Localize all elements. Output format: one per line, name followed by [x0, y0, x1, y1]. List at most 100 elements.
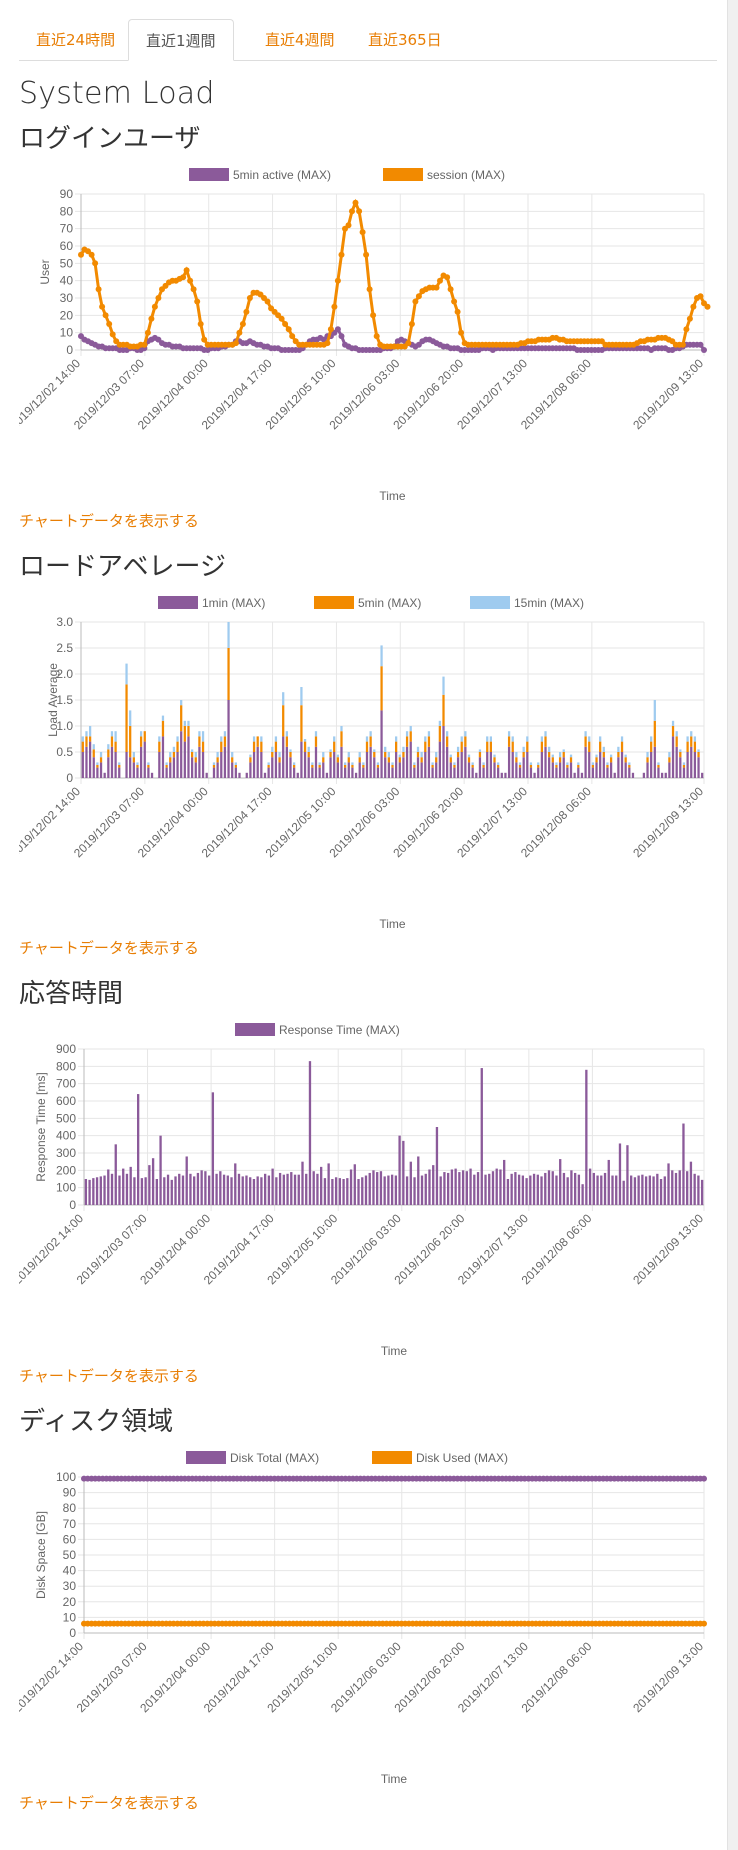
bar-1min-max	[322, 762, 325, 778]
bar-15min-max	[555, 762, 558, 765]
legend-label-disk-used-max: Disk Used (MAX)	[416, 1451, 508, 1465]
y-axis-title: Load Average	[46, 663, 60, 737]
bar-15min-max	[107, 744, 110, 750]
legend-swatch-disk-used-max	[372, 1451, 412, 1464]
bar-15min-max	[599, 736, 602, 742]
y-tick-label: 900	[56, 1042, 76, 1056]
bar-15min-max	[187, 720, 190, 726]
bar-1min-max	[431, 767, 434, 778]
bar-1min-max	[617, 757, 620, 778]
bar-response-time-max	[674, 1172, 678, 1205]
bar-response-time-max	[506, 1179, 510, 1205]
bar-response-time-max	[659, 1179, 663, 1205]
bar-5min-max	[293, 765, 296, 768]
bar-1min-max	[318, 767, 321, 778]
bar-5min-max	[551, 757, 554, 763]
bar-1min-max	[660, 772, 664, 778]
point-session-max	[458, 329, 465, 336]
bar-response-time-max	[402, 1140, 405, 1205]
bar-response-time-max	[308, 1061, 312, 1205]
bar-15min-max	[201, 731, 205, 742]
bar-response-time-max	[148, 1165, 151, 1205]
bar-1min-max	[544, 746, 547, 778]
bar-5min-max	[693, 741, 697, 752]
legend-label-response-time-max: Response Time (MAX)	[279, 1023, 400, 1037]
bar-response-time-max	[596, 1175, 599, 1205]
bar-5min-max	[147, 765, 150, 768]
bar-1min-max	[271, 757, 274, 778]
bar-5min-max	[165, 765, 168, 768]
bar-1min-max	[569, 762, 573, 778]
x-tick-label: 2019/12/09 13:00	[630, 356, 706, 432]
bar-5min-max	[467, 757, 471, 763]
legend-swatch-response-time-max	[235, 1023, 275, 1036]
point-session-max	[433, 284, 440, 291]
bar-5min-max	[347, 757, 350, 763]
point-session-max	[148, 315, 155, 322]
bar-5min-max	[358, 757, 361, 763]
bar-5min-max	[402, 752, 405, 758]
bar-15min-max	[99, 752, 103, 758]
bar-15min-max	[453, 762, 456, 765]
bar-15min-max	[584, 731, 587, 737]
y-tick-label: 700	[56, 1077, 76, 1091]
bar-5min-max	[365, 741, 369, 752]
bar-response-time-max	[499, 1169, 502, 1205]
bar-5min-max	[384, 752, 387, 758]
y-tick-label: 10	[63, 1610, 77, 1624]
bar-15min-max	[216, 752, 219, 758]
bar-5min-max	[322, 757, 325, 763]
bar-response-time-max	[260, 1177, 263, 1205]
point-5min-active-max	[334, 326, 341, 333]
tab-1week[interactable]: 直近1週間	[128, 19, 234, 61]
show-chart-data-link-load-average[interactable]: チャートデータを表示する	[19, 939, 199, 957]
bar-response-time-max	[473, 1174, 476, 1205]
y-tick-label: 10	[60, 326, 74, 340]
bar-5min-max	[478, 752, 482, 758]
bar-15min-max	[420, 752, 423, 758]
bar-5min-max	[256, 736, 259, 747]
bar-15min-max	[515, 752, 518, 758]
point-session-max	[246, 295, 253, 301]
bar-5min-max	[172, 752, 176, 758]
bar-1min-max	[99, 762, 103, 778]
bar-15min-max	[675, 731, 678, 737]
bar-5min-max	[398, 757, 401, 763]
bar-5min-max	[88, 736, 92, 742]
bar-15min-max	[260, 736, 263, 742]
bar-5min-max	[405, 736, 409, 747]
point-session-max	[278, 315, 285, 322]
show-chart-data-link-login-users[interactable]: チャートデータを表示する	[19, 512, 199, 530]
bar-5min-max	[471, 765, 474, 768]
tab-365days[interactable]: 直近365日	[368, 31, 442, 49]
bar-response-time-max	[447, 1172, 450, 1205]
bar-response-time-max	[607, 1159, 610, 1205]
point-session-max	[243, 308, 250, 315]
tab-24h[interactable]: 直近24時間	[36, 31, 116, 49]
show-chart-data-link-response-time[interactable]: チャートデータを表示する	[19, 1367, 199, 1385]
point-session-max	[183, 267, 190, 274]
point-session-max	[264, 298, 271, 305]
bar-1min-max	[511, 752, 514, 778]
bar-15min-max	[387, 752, 390, 758]
bar-response-time-max	[398, 1135, 401, 1205]
bar-1min-max	[158, 752, 161, 778]
bar-response-time-max	[222, 1174, 226, 1205]
point-session-max	[405, 340, 412, 347]
bar-1min-max	[467, 762, 471, 778]
bar-1min-max	[558, 762, 562, 778]
bar-1min-max	[118, 767, 121, 778]
legend-swatch-5min-active-max	[189, 168, 229, 181]
tab-4weeks[interactable]: 直近4週間	[265, 31, 335, 49]
bar-5min-max	[584, 736, 587, 747]
bar-1min-max	[515, 762, 518, 778]
bar-response-time-max	[577, 1174, 581, 1205]
bar-15min-max	[344, 762, 347, 765]
bar-response-time-max	[122, 1168, 125, 1205]
bar-15min-max	[697, 749, 700, 752]
point-session-max	[444, 274, 451, 281]
show-chart-data-link-disk-space[interactable]: チャートデータを表示する	[19, 1794, 199, 1812]
bar-5min-max	[588, 741, 591, 752]
bar-response-time-max	[495, 1168, 498, 1205]
bar-15min-max	[620, 736, 624, 742]
